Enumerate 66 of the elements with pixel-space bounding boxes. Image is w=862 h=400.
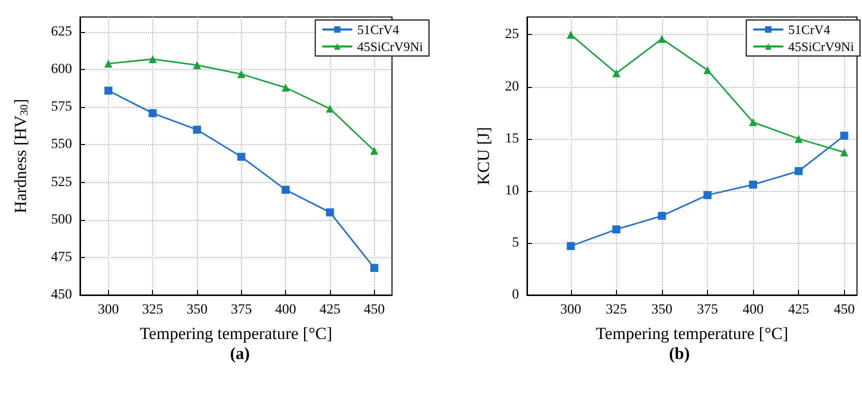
point: [104, 60, 112, 68]
text: (b): [669, 344, 690, 363]
point: [237, 152, 246, 161]
point: [282, 84, 290, 92]
legend-label: 51CrV4: [788, 22, 831, 37]
y-tick-label: 0: [512, 288, 519, 302]
point: [148, 55, 157, 64]
point: [658, 212, 666, 220]
point: [794, 134, 803, 143]
x-tick-label: 300: [560, 302, 582, 318]
x-tick-label: 425: [788, 302, 810, 318]
y-tick-label: 15: [505, 131, 519, 146]
point: [658, 34, 666, 43]
x-tick-label: 400: [275, 302, 296, 318]
y-tick-label: 20: [505, 79, 519, 94]
y-tick-label: 550: [51, 137, 72, 152]
x-tick-label: 450: [834, 302, 855, 318]
y-axis-title: KCU [J]: [474, 126, 493, 186]
point: [370, 264, 378, 272]
legend-label: 45SiCrV9Ni: [788, 39, 854, 54]
point: [840, 148, 848, 156]
y-tick-label: 475: [51, 250, 72, 265]
y-axis-title: Hardness [HV30]: [11, 98, 30, 214]
x-tick-label: 425: [319, 302, 340, 318]
y-tick-label: 10: [505, 183, 519, 198]
point: [840, 132, 848, 140]
legend-label: 51CrV4: [357, 22, 400, 37]
y-tick-label: 525: [51, 174, 72, 190]
x-tick-label: 450: [364, 302, 385, 318]
point: [282, 186, 290, 194]
x-tick-label: 375: [696, 302, 718, 318]
point: [703, 191, 712, 200]
y-tick-label: 575: [51, 100, 72, 115]
point: [148, 109, 157, 118]
y-tick-label: 450: [51, 288, 72, 302]
x-axis-title: Tempering temperature [°C]: [596, 324, 788, 343]
point: [104, 86, 112, 95]
x-tick-label: 325: [142, 302, 164, 318]
point: [749, 180, 758, 189]
y-tick-label: 625: [51, 24, 72, 40]
point: [749, 118, 758, 126]
y-tick-label: 25: [505, 27, 519, 42]
point: [703, 66, 712, 74]
y-tick-label: 5: [512, 235, 519, 250]
x-axis-title: Tempering temperature [°C]: [140, 324, 332, 343]
legend-label: 45SiCrV9Ni: [357, 39, 424, 54]
point: [612, 225, 620, 234]
x-tick-label: 400: [742, 302, 764, 318]
point: [193, 61, 201, 70]
x-tick-label: 350: [186, 302, 208, 318]
x-tick-label: 325: [606, 302, 627, 318]
x-tick-label: 350: [651, 302, 672, 318]
point: [370, 146, 378, 155]
y-tick-label: 500: [51, 212, 72, 228]
point: [237, 70, 246, 78]
point: [566, 242, 575, 250]
text: (a): [230, 344, 250, 363]
point: [326, 104, 334, 113]
x-tick-label: 375: [230, 302, 252, 318]
x-tick-label: 300: [98, 302, 119, 318]
point: [566, 30, 575, 39]
point: [612, 69, 620, 78]
point: [794, 167, 803, 176]
point: [193, 126, 201, 134]
point: [326, 208, 334, 216]
y-tick-label: 600: [51, 62, 72, 78]
